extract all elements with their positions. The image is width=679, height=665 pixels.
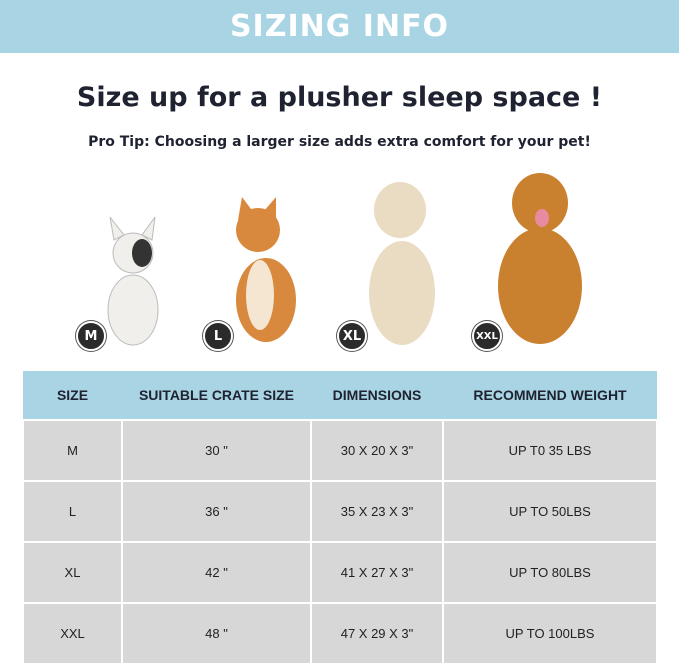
size-table: SIZE SUITABLE CRATE SIZE DIMENSIONS RECO… bbox=[22, 371, 658, 665]
cell-size: XL bbox=[22, 541, 123, 604]
cell-crate: 48 " bbox=[121, 602, 312, 665]
cell-weight: UP TO 50LBS bbox=[442, 480, 658, 543]
table-row: XL 42 " 41 X 27 X 3" UP TO 80LBS bbox=[22, 541, 658, 604]
header-crate-size: SUITABLE CRATE SIZE bbox=[122, 371, 311, 420]
cell-weight: UP TO 80LBS bbox=[442, 541, 658, 604]
cell-dimensions: 41 X 27 X 3" bbox=[310, 541, 444, 604]
dog-m-image bbox=[107, 216, 159, 346]
cell-size: L bbox=[22, 480, 123, 543]
size-badge-m: M bbox=[76, 321, 106, 351]
cell-dimensions: 47 X 29 X 3" bbox=[310, 602, 444, 665]
table-row: M 30 " 30 X 20 X 3" UP T0 35 LBS bbox=[22, 419, 658, 482]
cell-size: XXL bbox=[22, 602, 123, 665]
size-badge-xxl: XXL bbox=[472, 321, 502, 351]
cell-size: M bbox=[22, 419, 123, 482]
sizing-info-banner: SIZING INFO bbox=[0, 0, 679, 53]
cell-weight: UP TO 100LBS bbox=[442, 602, 658, 665]
table-row: XXL 48 " 47 X 29 X 3" UP TO 100LBS bbox=[22, 602, 658, 665]
cell-crate: 36 " bbox=[121, 480, 312, 543]
dog-l-image bbox=[236, 197, 296, 342]
size-badge-l: L bbox=[203, 321, 233, 351]
table-row: L 36 " 35 X 23 X 3" UP TO 50LBS bbox=[22, 480, 658, 543]
size-badge-xl: XL bbox=[337, 321, 367, 351]
cell-dimensions: 35 X 23 X 3" bbox=[310, 480, 444, 543]
cell-weight: UP T0 35 LBS bbox=[442, 419, 658, 482]
header-size: SIZE bbox=[23, 371, 122, 420]
pro-tip: Pro Tip: Choosing a larger size adds ext… bbox=[88, 134, 591, 150]
dog-xl-image bbox=[369, 182, 435, 345]
table-header-row: SIZE SUITABLE CRATE SIZE DIMENSIONS RECO… bbox=[23, 371, 657, 420]
cell-dimensions: 30 X 20 X 3" bbox=[310, 419, 444, 482]
cell-crate: 30 " bbox=[121, 419, 312, 482]
header-dimensions: DIMENSIONS bbox=[311, 371, 443, 420]
cell-crate: 42 " bbox=[121, 541, 312, 604]
dog-xxl-image bbox=[498, 173, 582, 344]
page-title: Size up for a plusher sleep space ! bbox=[76, 82, 603, 113]
header-weight: RECOMMEND WEIGHT bbox=[443, 371, 657, 420]
